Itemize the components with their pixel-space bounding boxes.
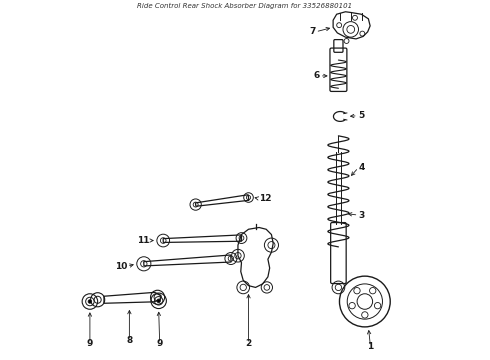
Text: 4: 4	[359, 163, 365, 172]
Text: 6: 6	[314, 71, 320, 80]
Circle shape	[88, 300, 92, 303]
Text: 3: 3	[359, 211, 365, 220]
Circle shape	[157, 299, 160, 302]
Text: 2: 2	[245, 339, 252, 348]
Text: 8: 8	[126, 336, 132, 345]
Text: 5: 5	[358, 111, 364, 120]
Text: 11: 11	[137, 236, 149, 245]
Text: 12: 12	[259, 194, 271, 203]
Text: 9: 9	[156, 339, 163, 348]
Text: 9: 9	[87, 339, 93, 348]
Text: 7: 7	[309, 27, 316, 36]
Text: 1: 1	[368, 342, 373, 351]
Text: 10: 10	[115, 262, 127, 271]
Text: Ride Control Rear Shock Absorber Diagram for 33526880101: Ride Control Rear Shock Absorber Diagram…	[137, 3, 353, 9]
